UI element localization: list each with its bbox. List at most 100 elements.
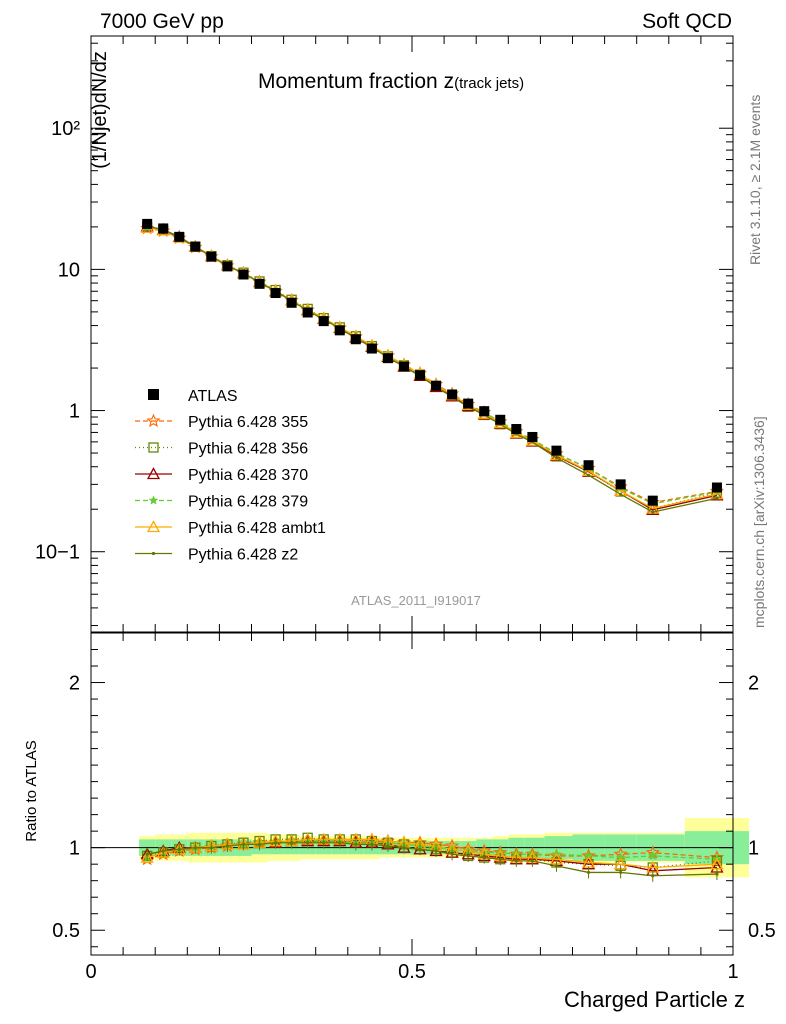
main-y-tick-label: 10² — [51, 118, 80, 140]
atlas-data-point — [463, 398, 474, 409]
marker-triangle — [646, 503, 660, 516]
atlas-data-point — [254, 278, 265, 289]
atlas-data-point — [583, 460, 594, 471]
marker-dot — [386, 844, 390, 848]
atlas-data-point — [495, 414, 506, 425]
marker-dot — [354, 842, 358, 846]
atlas-data-point — [447, 389, 458, 400]
marker-dot — [306, 841, 310, 845]
atlas-data-point — [511, 424, 522, 435]
marker-dot — [418, 847, 422, 851]
atlas-data-point — [527, 431, 538, 442]
atlas-data-point — [551, 445, 562, 456]
marker-dot — [715, 496, 719, 500]
legend-label: Pythia 6.428 370 — [188, 467, 308, 484]
x-tick-label: 0 — [85, 961, 96, 983]
legend-label: Pythia 6.428 379 — [188, 494, 308, 511]
atlas-data-point — [398, 361, 409, 372]
marker-dot — [273, 841, 278, 845]
marker-dot — [370, 842, 374, 846]
marker-triangle — [146, 520, 161, 533]
atlas-data-point — [286, 297, 297, 308]
marker-triangle — [140, 850, 154, 863]
atlas-data-point — [334, 325, 345, 336]
atlas-data-point — [302, 307, 313, 318]
atlas-data-point — [350, 334, 361, 345]
atlas-data-point — [238, 269, 249, 280]
marker-dot — [177, 847, 181, 851]
marker-dot — [482, 855, 486, 860]
marker-dot — [554, 864, 559, 868]
marker-dot — [514, 859, 518, 863]
chart-watermark: ATLAS_2011_I919017 — [351, 593, 481, 608]
marker-dot — [257, 842, 262, 846]
marker-triangle — [146, 467, 161, 480]
marker-dot — [338, 841, 342, 845]
marker-dot — [151, 551, 156, 556]
marker-dot — [241, 842, 246, 846]
atlas-data-point — [318, 316, 329, 327]
marker-dot — [322, 841, 326, 845]
marker-dot — [225, 844, 230, 848]
ratio-y-ticks: 0.5 0.5 1 1 2 2 — [52, 632, 776, 948]
marker-dot — [193, 846, 197, 850]
marker-star-filled — [148, 495, 159, 505]
legend-label: Pythia 6.428 ambt1 — [188, 520, 326, 537]
atlas-data-point — [190, 241, 201, 252]
marker-dot — [209, 846, 213, 850]
header-process: Soft QCD — [642, 10, 732, 33]
marker-star — [146, 413, 161, 428]
atlas-data-point — [431, 380, 442, 391]
marker-dot — [554, 456, 559, 460]
legend-label: Pythia 6.428 356 — [188, 441, 308, 458]
atlas-data-point — [174, 231, 185, 242]
ratio-y-tick-label-left: 1 — [69, 838, 80, 860]
legend-label: Pythia 6.428 z2 — [188, 547, 298, 564]
marker-star-filled — [647, 850, 658, 861]
atlas-data-point — [647, 495, 658, 506]
marker-dot — [450, 852, 454, 856]
marker-dot — [715, 872, 719, 876]
atlas-data-point — [206, 251, 217, 262]
atlas-data-point — [615, 479, 626, 490]
marker-dot — [619, 492, 623, 496]
marker-dot — [586, 473, 591, 477]
atlas-data-point — [382, 353, 393, 364]
marker-dot — [290, 841, 294, 845]
marker-dot — [402, 846, 406, 850]
x-tick-label: 1 — [727, 961, 738, 983]
ratio-panel: Ratio to ATLAS 0.5 0.5 1 1 2 2 — [23, 632, 776, 956]
ratio-y-tick-label-right: 2 — [748, 673, 759, 695]
main-panel: Momentum fraction z(track jets) ATLAS_20… — [35, 35, 734, 633]
x-axis-label: Charged Particle z — [564, 987, 745, 1012]
x-tick-label: 0.5 — [398, 961, 426, 983]
marker-dot — [161, 849, 165, 853]
main-y-tick-label: 1 — [69, 401, 80, 423]
ratio-data-layer — [140, 832, 725, 882]
atlas-data-point — [479, 406, 490, 417]
x-axis-ticks: 0 0.5 1 — [85, 36, 739, 983]
ratio-y-tick-label-right: 0.5 — [748, 920, 776, 942]
main-y-tick-label: 10−1 — [35, 542, 80, 564]
series-line-ratio — [147, 842, 717, 877]
legend-marker-atlas — [148, 389, 159, 400]
atlas-data-point — [222, 261, 233, 272]
main-frame — [90, 35, 734, 633]
header-energy: 7000 GeV pp — [100, 10, 224, 33]
series-line-main — [147, 227, 718, 505]
series-line-ratio — [146, 840, 717, 860]
atlas-data-point — [142, 218, 153, 229]
ratio-y-tick-label-right: 1 — [748, 838, 759, 860]
atlas-data-point — [415, 370, 426, 381]
main-y-tick-label: 10 — [58, 259, 80, 281]
main-data-layer — [140, 218, 725, 516]
legend-label: Pythia 6.428 355 — [188, 414, 308, 431]
legend: ATLAS Pythia 6.428 355 Pythia 6.428 356 Pyt… — [135, 388, 326, 564]
ratio-frame — [90, 632, 734, 956]
y-axis-label-ratio: Ratio to ATLAS — [23, 740, 40, 841]
main-y-ticks: 10−1 1 10 10² — [35, 42, 733, 627]
series-line-ratio — [146, 840, 718, 860]
atlas-data-point — [270, 288, 281, 299]
marker-dot — [466, 854, 470, 858]
marker-dot — [434, 849, 438, 853]
